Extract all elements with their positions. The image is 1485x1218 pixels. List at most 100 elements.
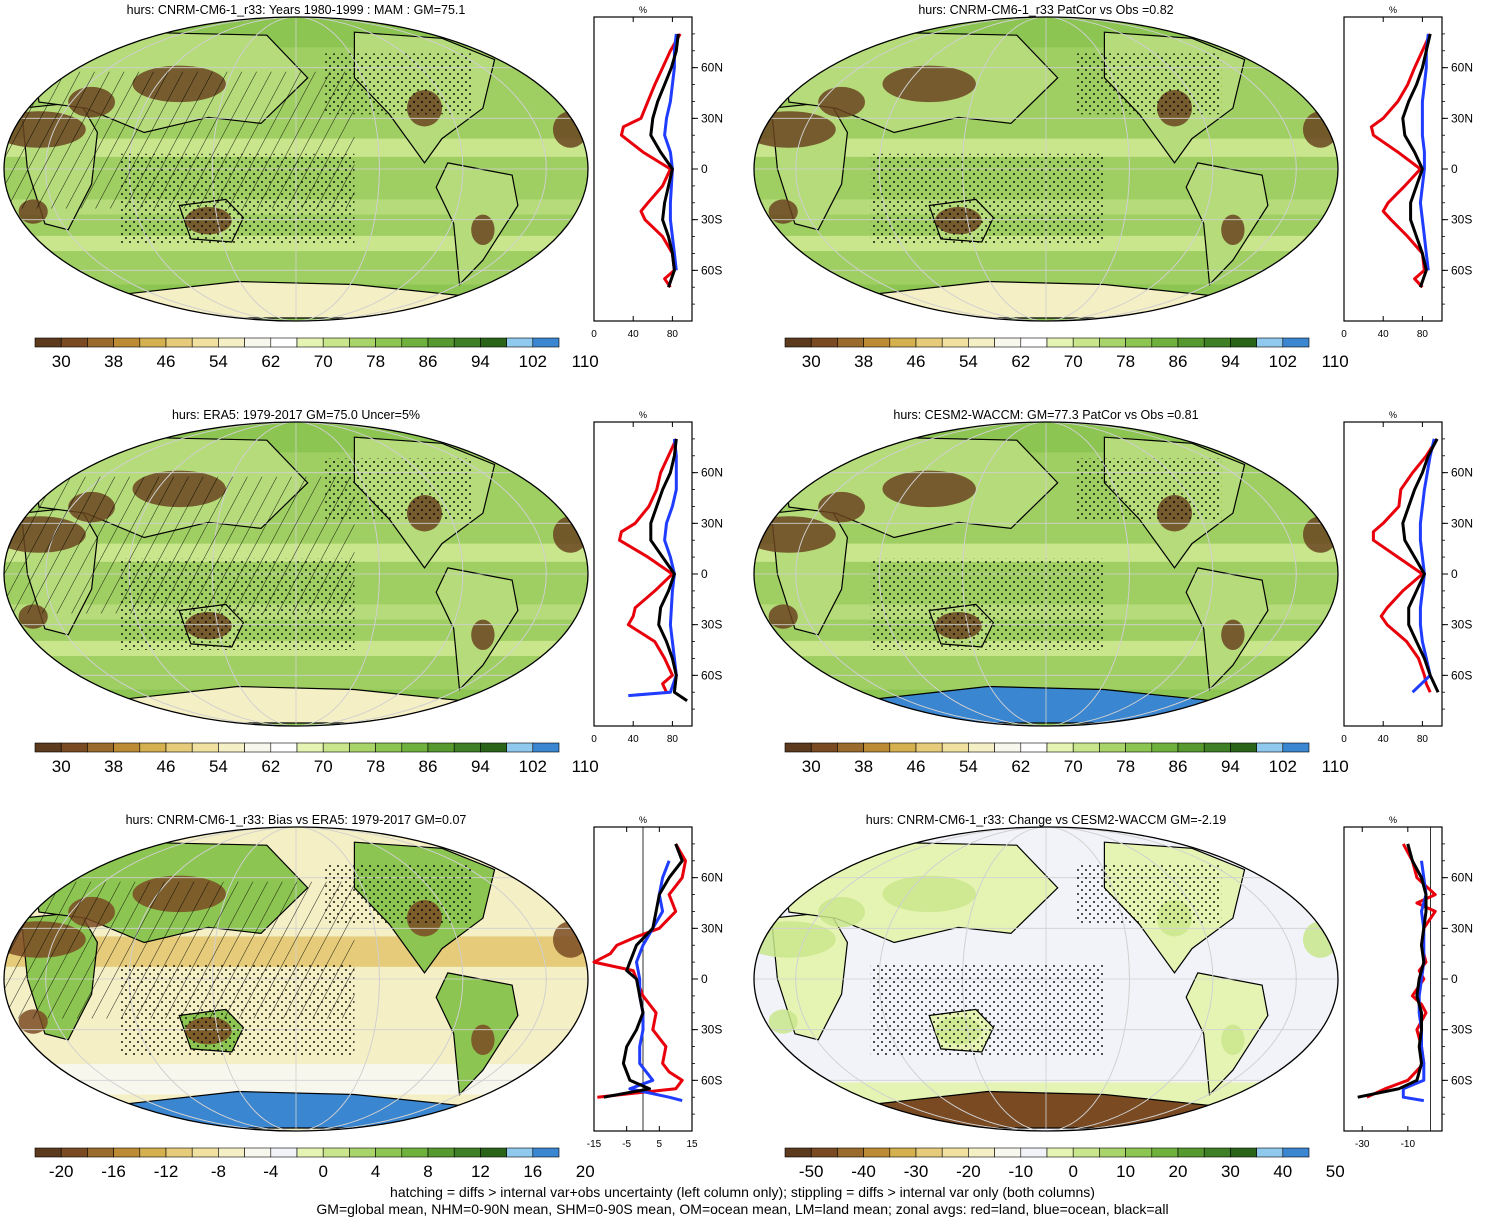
colorbar-label: 54 — [959, 757, 978, 776]
graticule-meridian — [795, 827, 1297, 1131]
zonal-average-plot: % 60N 30N 0 30S 60S 0 40 80 — [591, 5, 723, 340]
zonal-frame — [1343, 826, 1443, 1132]
colorbar-swatch — [1151, 1147, 1179, 1158]
colorbar-label: 30 — [52, 352, 71, 371]
colorbar-swatch — [968, 742, 995, 753]
colorbar-swatch — [1282, 337, 1310, 348]
panel-2: hurs: CNRM-CM6-1_r33 PatCor vs Obs =0.82… — [753, 3, 1473, 371]
colorbar-swatch — [968, 1147, 995, 1158]
colorbar-swatch — [1046, 742, 1074, 753]
zonal-ytick-label: 30S — [1451, 618, 1472, 632]
colorbar-label: 62 — [1011, 352, 1030, 371]
colorbar-swatch — [296, 742, 324, 753]
zonal-average-plot: % 60N 30N 0 30S 60S 0 40 80 — [1341, 410, 1473, 745]
colorbar-swatch — [863, 742, 891, 753]
colorbar-label: 46 — [907, 757, 926, 776]
colorbar-label: 54 — [209, 757, 228, 776]
colorbar-swatch — [270, 337, 298, 348]
colorbar-label: 38 — [854, 757, 873, 776]
dry-region — [818, 86, 865, 118]
colorbar-swatch — [113, 1147, 141, 1158]
colorbar-swatch — [218, 1147, 245, 1158]
zonal-average-plot: % 60N 30N 0 30S 60S 0 40 80 — [591, 410, 723, 745]
zonal-ytick-label: 60S — [701, 263, 722, 277]
zonal-frame — [593, 16, 693, 322]
footnote-hatching: hatching = diffs > internal var+obs unce… — [390, 1184, 1095, 1200]
colorbar-label: 78 — [1116, 757, 1135, 776]
zonal-series-line — [663, 33, 678, 271]
colorbar-swatch — [34, 337, 62, 348]
colorbar-swatch — [60, 337, 88, 348]
colorbar-label: 0 — [318, 1162, 327, 1181]
dry-region — [1221, 214, 1245, 245]
zonal-xtick-label: 80 — [667, 734, 679, 745]
map-border — [3, 421, 589, 727]
colorbar-label: 10 — [1116, 1162, 1135, 1181]
zonal-ytick-label: 0 — [701, 972, 708, 986]
colorbar-swatch — [889, 337, 917, 348]
dry-region — [754, 516, 836, 553]
colorbar-label: 70 — [1064, 757, 1083, 776]
colorbar-label: 70 — [314, 352, 333, 371]
colorbar-swatch — [1020, 742, 1048, 753]
colorbar: -50 -40 -30 -20 -10 0 10 20 30 40 50 — [784, 1147, 1345, 1181]
colorbar-swatch — [349, 1147, 376, 1158]
zonal-series-line — [1418, 33, 1430, 271]
map-field — [4, 827, 588, 1131]
zonal-ytick-label: 60S — [1451, 1073, 1472, 1087]
zonal-ytick-label: 30N — [701, 921, 723, 935]
colorbar-swatch — [941, 742, 969, 753]
dry-region — [882, 875, 976, 913]
zonal-ytick-label: 60N — [701, 61, 723, 75]
colorbar-swatch — [191, 742, 219, 753]
colorbar-swatch — [994, 337, 1022, 348]
map-title: hurs: CNRM-CM6-1_r33: Change vs CESM2-WA… — [866, 813, 1226, 827]
map-title: hurs: CNRM-CM6-1_r33: Years 1980-1999 : … — [127, 3, 466, 17]
colorbar-swatch — [322, 1147, 350, 1158]
colorbar-swatch — [1177, 742, 1205, 753]
zonal-ytick-label: 60N — [701, 871, 723, 885]
colorbar-swatch — [1125, 742, 1153, 753]
colorbar-label: 102 — [1269, 757, 1297, 776]
colorbar-swatch — [34, 1147, 62, 1158]
colorbar-swatch — [837, 1147, 864, 1158]
colorbar-label: 16 — [523, 1162, 542, 1181]
hatching-overlay — [4, 71, 355, 209]
zonal-ytick-label: 30S — [701, 618, 722, 632]
zonal-unit-label: % — [639, 5, 647, 15]
zonal-series-line — [603, 843, 684, 1099]
zonal-xtick-label: 40 — [628, 734, 640, 745]
colorbar-label: -12 — [154, 1162, 179, 1181]
zonal-ytick-label: 60S — [701, 668, 722, 682]
zonal-xtick-label: 0 — [1341, 734, 1347, 745]
colorbar-swatch — [218, 337, 245, 348]
colorbar-swatch — [1151, 742, 1179, 753]
colorbar-swatch — [1099, 1147, 1126, 1158]
colorbar-swatch — [1125, 1147, 1153, 1158]
colorbar-label: 110 — [1322, 757, 1349, 776]
colorbar-label: 38 — [104, 757, 123, 776]
colorbar-swatch — [1072, 337, 1100, 348]
zonal-xtick-label: 5 — [657, 1139, 663, 1150]
colorbar-label: 30 — [52, 757, 71, 776]
colorbar-swatch — [401, 1147, 429, 1158]
map-title: hurs: CESM2-WACCM: GM=77.3 PatCor vs Obs… — [893, 408, 1198, 422]
zonal-ytick-label: 30S — [701, 213, 722, 227]
colorbar-swatch — [837, 337, 864, 348]
colorbar-label: 86 — [419, 757, 438, 776]
zonal-average-plot: % 60N 30N 0 30S 60S -30 -10 — [1343, 815, 1473, 1150]
map-border — [753, 826, 1339, 1132]
colorbar-label: -30 — [904, 1162, 929, 1181]
zonal-ytick-label: 30N — [701, 111, 723, 125]
map-field — [754, 422, 1338, 726]
zonal-series-line — [1401, 860, 1428, 1103]
colorbar-swatch — [296, 1147, 324, 1158]
zonal-ytick-label: 30N — [1451, 111, 1473, 125]
zonal-xtick-label: 40 — [628, 329, 640, 340]
colorbar-label: 110 — [572, 757, 599, 776]
zonal-ytick-label: 0 — [701, 567, 708, 581]
colorbar-swatch — [480, 337, 507, 348]
colorbar-swatch — [1072, 742, 1100, 753]
colorbar-label: 54 — [959, 352, 978, 371]
